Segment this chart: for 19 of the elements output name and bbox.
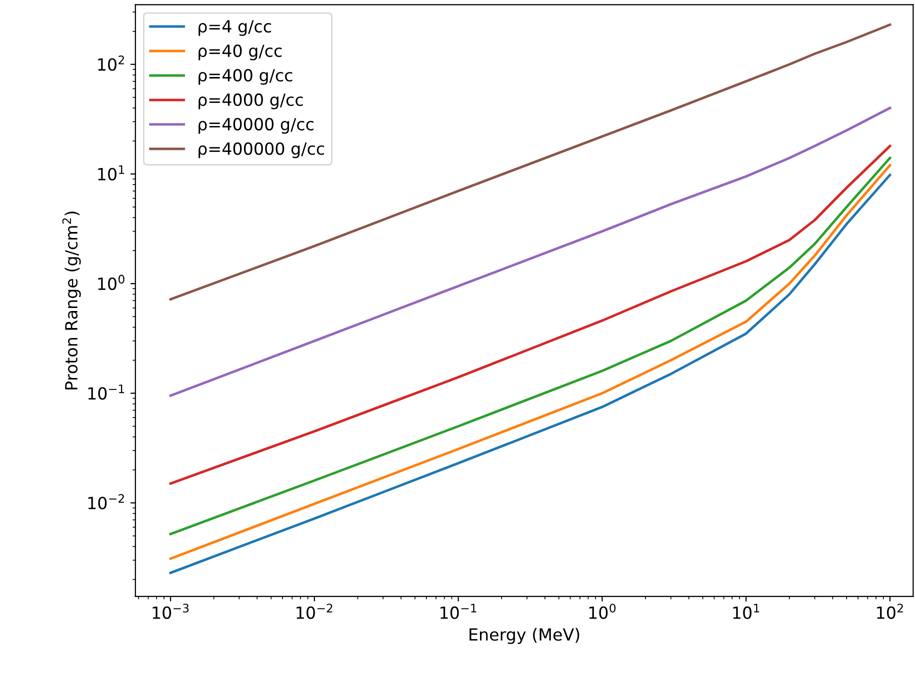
y-tick-label: 10$^{−2}$	[88, 494, 124, 510]
y-tick-label: 10$^{−1}$	[88, 384, 124, 400]
x-tick-label: 10$^{−1}$	[440, 604, 476, 619]
x-tick-label: 10$^{0}$	[589, 604, 616, 619]
x-tick-label: 10$^{2}$	[877, 604, 903, 619]
legend-label: ρ=40 g/cc	[198, 44, 282, 60]
y-tick-label: 10$^{2}$	[98, 56, 124, 71]
legend-label: ρ=40000 g/cc	[198, 118, 314, 134]
x-tick-label: 10$^{1}$	[733, 604, 760, 619]
legend-label: ρ=4000 g/cc	[198, 93, 303, 110]
y-axis-title: Proton Range (g/cm$^{2}$)	[62, 212, 81, 390]
y-tick-label: 10$^{0}$	[98, 274, 124, 290]
legend-label: ρ=400 g/cc	[198, 68, 292, 85]
legend-label: ρ=4 g/cc	[198, 20, 272, 36]
legend-label: ρ=400000 g/cc	[198, 142, 324, 158]
y-tick-label: 10$^{1}$	[98, 165, 124, 180]
x-tick-label: 10$^{−2}$	[296, 604, 332, 619]
x-tick-label: 10$^{−3}$	[152, 604, 189, 619]
x-axis-title: Energy (MeV)	[470, 628, 580, 644]
